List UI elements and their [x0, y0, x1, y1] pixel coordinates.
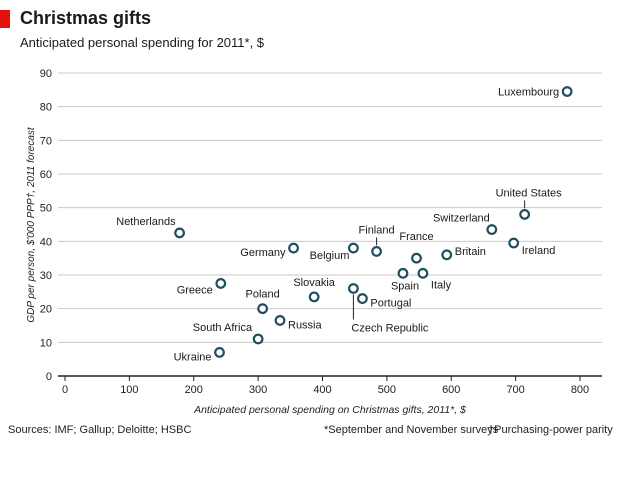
data-point — [288, 242, 299, 254]
x-tick-label: 0 — [62, 384, 68, 396]
y-tick-label: 30 — [40, 270, 52, 282]
y-tick-label: 0 — [46, 371, 52, 383]
y-tick-label: 90 — [40, 68, 52, 80]
y-tick-labels: 0 10 20 30 40 50 60 70 80 90 — [40, 68, 52, 383]
data-points — [174, 86, 573, 358]
x-axis-label: Anticipated personal spending on Christm… — [193, 404, 466, 416]
data-point — [397, 267, 409, 279]
sources-note: Sources: IMF; Gallup; Deloitte; HSBC — [8, 424, 192, 436]
point-label: Belgium — [310, 250, 350, 262]
data-point — [357, 293, 368, 304]
point-label: Ireland — [522, 245, 556, 257]
point-label: Russia — [288, 319, 323, 331]
y-tick-label: 50 — [40, 203, 52, 215]
point-label: Czech Republic — [351, 322, 429, 334]
data-point — [508, 237, 520, 249]
point-label: Portugal — [370, 298, 411, 310]
y-tick-label: 60 — [40, 169, 52, 181]
data-point — [519, 208, 531, 220]
data-point — [411, 252, 422, 264]
point-label: Italy — [431, 279, 452, 291]
point-label: Spain — [391, 280, 419, 292]
point-label: Poland — [245, 289, 279, 301]
y-tick-label: 10 — [40, 337, 52, 349]
point-label: South Africa — [193, 322, 253, 334]
data-point — [348, 242, 359, 254]
y-tick-label: 40 — [40, 236, 52, 248]
y-tick-label: 80 — [40, 102, 52, 114]
axes — [58, 375, 602, 381]
point-label: Greece — [177, 284, 213, 296]
x-tick-label: 700 — [506, 384, 524, 396]
data-point — [486, 224, 498, 235]
data-point — [214, 347, 225, 358]
x-tick-label: 200 — [185, 384, 203, 396]
point-label: Britain — [455, 246, 486, 258]
point-label: Ukraine — [174, 351, 212, 363]
point-label: United States — [496, 187, 563, 199]
leader-lines — [352, 200, 526, 320]
data-point — [257, 303, 269, 315]
y-tick-label: 70 — [40, 135, 52, 147]
y-axis-label: GDP per person, $'000 PPP†, 2011 forecas… — [26, 126, 37, 323]
footnote-surveys: *September and November surveys — [324, 424, 499, 436]
data-point — [174, 227, 185, 239]
data-point — [215, 278, 227, 289]
data-point — [371, 246, 382, 257]
data-point — [417, 267, 429, 279]
chart-subtitle: Anticipated personal spending for 2011*,… — [20, 35, 265, 50]
brand-red-bar — [0, 10, 10, 28]
data-point — [348, 283, 359, 294]
point-label: Finland — [359, 224, 395, 236]
point-label: Germany — [240, 247, 286, 259]
point-label: France — [399, 231, 433, 243]
grid-lines — [58, 72, 602, 343]
data-point — [561, 86, 573, 97]
data-point — [441, 249, 453, 261]
footnote-ppp: †Purchasing-power parity — [488, 424, 613, 436]
x-tick-label: 600 — [442, 384, 460, 396]
point-label: Luxembourg — [498, 87, 559, 99]
data-point — [308, 291, 320, 303]
data-point — [274, 315, 286, 326]
point-label: Slovakia — [293, 277, 335, 289]
point-label: Netherlands — [116, 216, 176, 228]
x-tick-label: 100 — [120, 384, 138, 396]
x-tick-label: 500 — [378, 384, 396, 396]
point-label: Switzerland — [433, 213, 490, 225]
point-labels: Luxembourg United States Switzerland Irelan… — [116, 87, 562, 364]
data-point — [252, 333, 264, 345]
x-tick-labels: 0 100 200 300 400 500 600 700 800 — [62, 384, 589, 396]
x-tick-label: 300 — [249, 384, 267, 396]
chart-title: Christmas gifts — [20, 8, 152, 28]
x-tick-label: 800 — [571, 384, 589, 396]
y-tick-label: 20 — [40, 304, 52, 316]
x-tick-label: 400 — [313, 384, 331, 396]
